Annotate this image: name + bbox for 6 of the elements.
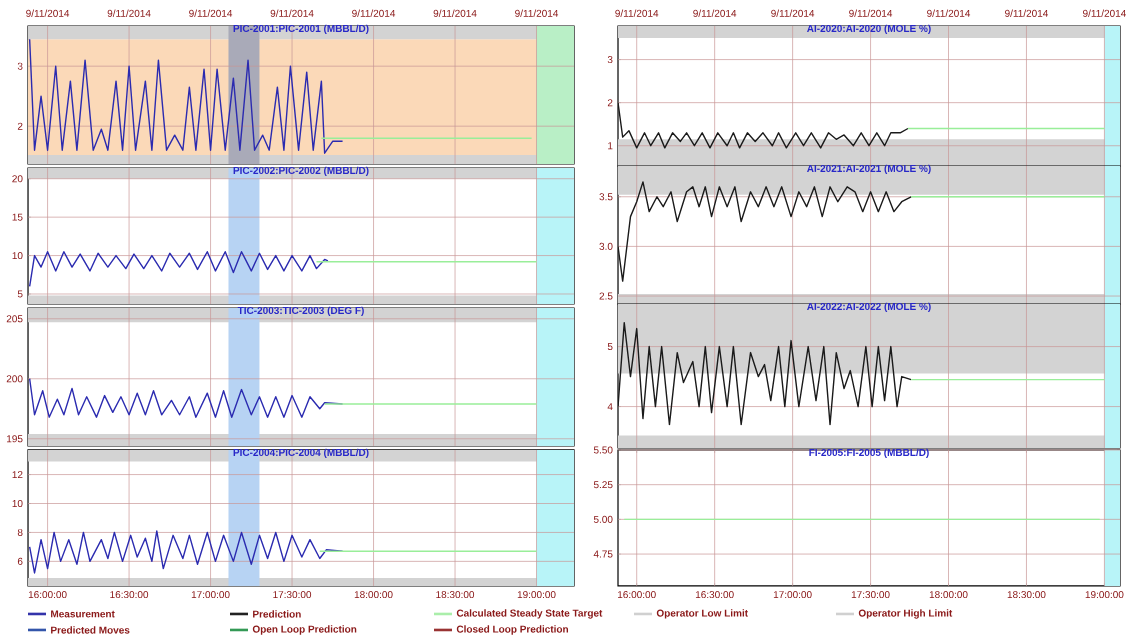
line-series — [28, 38, 344, 154]
line-series — [28, 251, 329, 287]
line-series — [618, 101, 909, 149]
line-series — [28, 530, 344, 574]
line-series — [618, 181, 912, 282]
line-series — [618, 321, 912, 426]
